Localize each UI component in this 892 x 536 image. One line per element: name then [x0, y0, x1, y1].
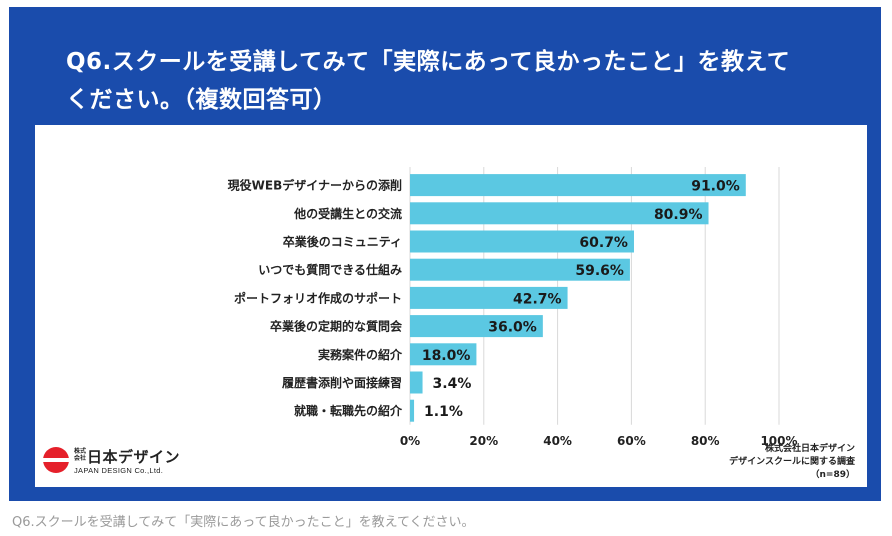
data-label: 91.0%: [691, 179, 740, 195]
chart-title-line-2: ください。（複数回答可）: [66, 87, 337, 113]
x-tick-label: 60%: [617, 434, 646, 445]
x-tick-label: 0%: [400, 434, 420, 445]
category-label: 履歴書添削や面接練習: [281, 375, 402, 390]
source-line-1: 株式会社日本デザイン: [764, 444, 855, 454]
source-note: 株式会社日本デザイン デザインスクールに関する調査 （n=89）: [729, 443, 855, 482]
x-tick-label: 80%: [691, 434, 720, 445]
bar: [410, 399, 415, 422]
source-line-3: （n=89）: [810, 470, 855, 480]
bar: [410, 315, 543, 338]
category-label: 就職・転職先の紹介: [294, 403, 403, 418]
bar: [410, 286, 568, 309]
data-label: 59.6%: [575, 263, 624, 279]
source-line-2: デザインスクールに関する調査: [729, 457, 855, 467]
chart-panel: 0% 20% 40% 60% 80% 100% 現役WEBデザイナーからの添削 91.0% 他の…: [35, 125, 867, 487]
bar: [410, 343, 477, 366]
data-label: 18.0%: [422, 348, 471, 364]
x-tick-label: 20%: [469, 434, 498, 445]
data-label: 60.7%: [579, 235, 628, 251]
category-label: 卒業後のコミュニティ: [283, 234, 402, 249]
bar: [410, 202, 709, 225]
logo-name: 日本デザイン: [87, 448, 181, 466]
logo-small-text: 株式会社: [74, 448, 87, 462]
category-label: 他の受講生との交流: [293, 206, 402, 221]
data-label: 36.0%: [488, 320, 537, 336]
category-label: 現役WEBデザイナーからの添削: [228, 178, 402, 193]
logo-english: JAPAN DESIGN Co.,Ltd.: [74, 466, 164, 475]
x-tick-label: 40%: [543, 434, 572, 445]
chart-title: Q6.スクールを受講してみて「実際にあって良かったこと」を教えて ください。（複…: [66, 43, 866, 119]
category-label: ポートフォリオ作成のサポート: [234, 290, 402, 305]
company-logo: 株式会社 日本デザイン JAPAN DESIGN Co.,Ltd.: [43, 446, 203, 486]
category-label: いつでも質問できる仕組み: [258, 262, 402, 277]
chart-title-line-1: Q6.スクールを受講してみて「実際にあって良かったこと」を教えて: [66, 49, 791, 75]
bar: [410, 371, 423, 394]
category-label: 実務案件の紹介: [318, 347, 403, 362]
bar-chart: 0% 20% 40% 60% 80% 100% 現役WEBデザイナーからの添削 91.0% 他の…: [228, 167, 798, 445]
data-label: 80.9%: [654, 207, 703, 223]
data-label: 42.7%: [513, 291, 562, 307]
data-label: 1.1%: [424, 404, 463, 420]
bar: [410, 230, 634, 253]
bar: [410, 258, 630, 281]
category-label: 卒業後の定期的な質問会: [270, 319, 403, 334]
image-caption: Q6.スクールを受講してみて「実際にあって良かったこと」を教えてください。: [12, 515, 475, 530]
logo-mark-bar: [43, 458, 69, 462]
x-tick-label: 100%: [760, 434, 797, 445]
data-label: 3.4%: [433, 376, 472, 392]
bar: [410, 174, 746, 197]
